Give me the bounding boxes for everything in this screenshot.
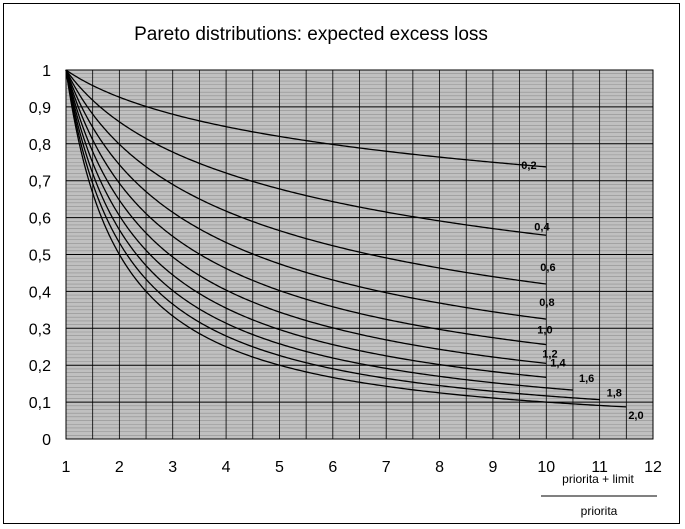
series-label: 0,4 [534, 221, 550, 233]
x-tick-label: 11 [591, 459, 608, 476]
y-tick-label: 0,9 [29, 100, 51, 117]
series-line-1-0 [65, 69, 547, 346]
series-line-0-2 [65, 69, 547, 168]
series-label: 1,8 [607, 388, 622, 400]
series-label: 0,2 [521, 160, 536, 172]
x-tick-label: 8 [435, 459, 444, 476]
series-line-0-8 [65, 69, 547, 320]
y-tick-label: 0,1 [29, 395, 51, 412]
series-line-0-4 [65, 69, 547, 236]
chart-frame [3, 3, 680, 524]
series-label: 0,8 [539, 297, 554, 309]
x-tick-label: 7 [382, 459, 391, 476]
x-tick-label: 10 [537, 459, 555, 476]
x-tick-label: 6 [328, 459, 337, 476]
chart-title: Pareto distributions: expected excess lo… [134, 24, 488, 45]
plot-border [65, 69, 654, 440]
series-label: 1,6 [579, 373, 594, 385]
y-tick-label: 0,8 [29, 137, 51, 154]
series-label: 0,6 [540, 262, 555, 274]
x-tick-label: 1 [62, 459, 71, 476]
x-tick-label: 5 [275, 459, 284, 476]
x-axis-label-numerator: priorita + limit [562, 472, 634, 486]
series-line-1-4 [65, 69, 547, 378]
series-line-1-6 [65, 69, 574, 391]
x-tick-label: 12 [644, 459, 662, 476]
x-tick-label: 3 [168, 459, 177, 476]
y-tick-label: 0 [42, 432, 51, 449]
series-line-0-6 [65, 69, 547, 285]
x-tick-label: 4 [222, 459, 231, 476]
y-tick-label: 0,6 [29, 211, 51, 228]
y-tick-label: 0,3 [29, 321, 51, 338]
x-axis-label-denominator: priorita [581, 504, 618, 518]
y-tick-label: 0,2 [29, 358, 51, 375]
series-label: 1,0 [537, 325, 552, 337]
y-tick-label: 0,4 [29, 284, 51, 301]
series-label: 1,4 [550, 357, 566, 369]
y-tick-label: 1 [42, 63, 51, 80]
series-label: 2,0 [628, 410, 643, 422]
series-line-1-2 [65, 69, 547, 364]
series-label: 1,2 [542, 348, 557, 360]
y-tick-label: 0,7 [29, 174, 51, 191]
series-line-1-8 [65, 69, 600, 401]
y-tick-label: 0,5 [29, 248, 51, 265]
x-tick-label: 9 [488, 459, 497, 476]
x-tick-label: 2 [115, 459, 124, 476]
series-line-2-0 [65, 69, 627, 408]
